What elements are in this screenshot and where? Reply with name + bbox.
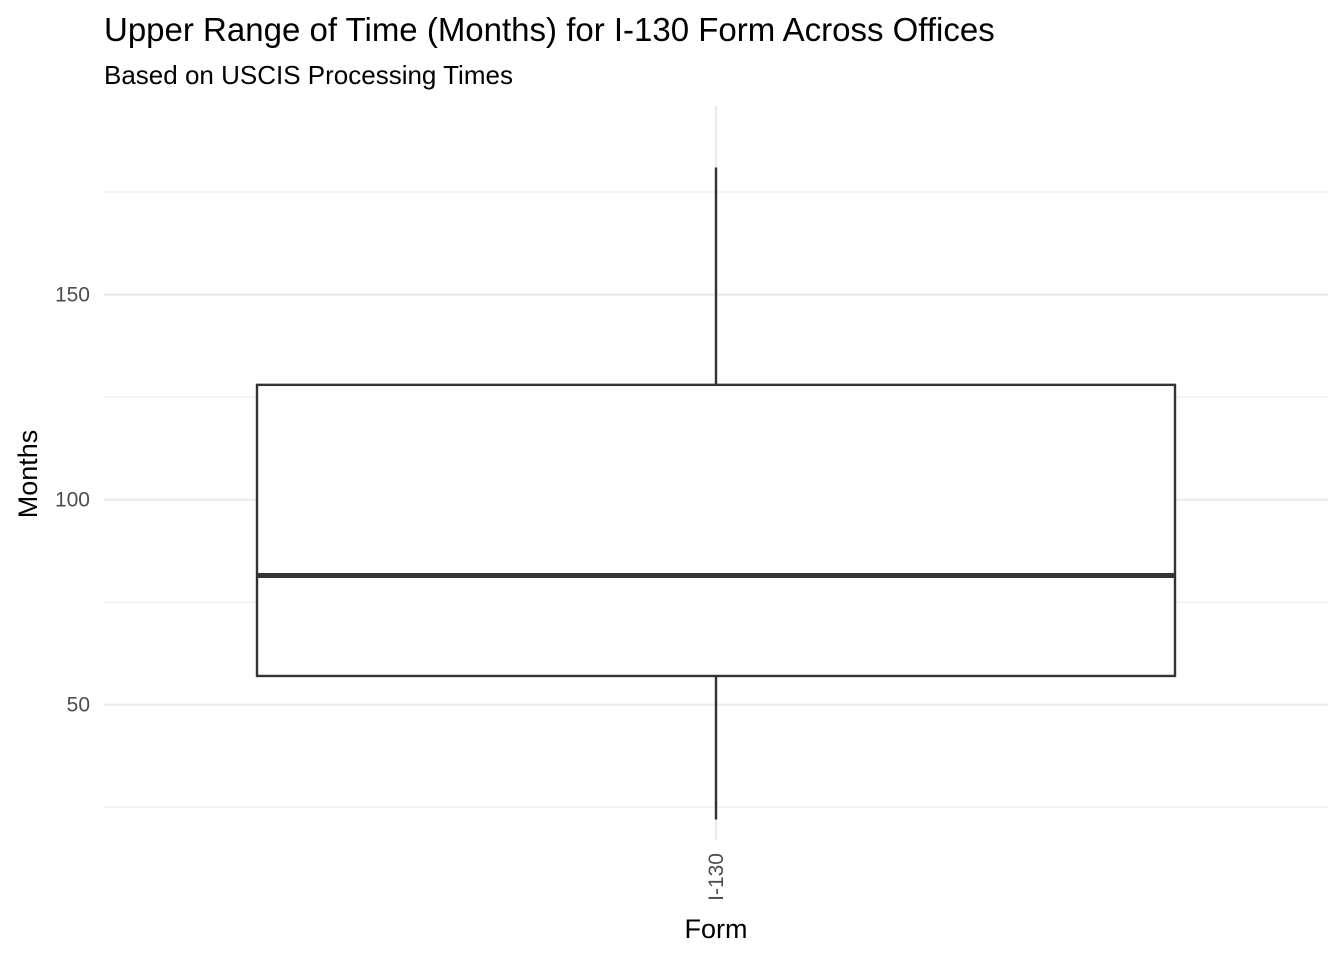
- iqr-box: [255, 383, 1177, 678]
- box-marks: [255, 167, 1177, 820]
- y-tick-label: 150: [55, 284, 90, 307]
- chart-title: Upper Range of Time (Months) for I-130 F…: [104, 11, 995, 48]
- y-tick-label: 100: [55, 489, 90, 512]
- x-axis-title: Form: [685, 914, 748, 944]
- y-axis-title: Months: [13, 430, 43, 519]
- tick-labels: 50 100 150 I-130: [55, 284, 728, 901]
- chart-subtitle: Based on USCIS Processing Times: [104, 60, 513, 90]
- x-tick-label: I-130: [705, 853, 728, 901]
- y-tick-label: 50: [67, 694, 90, 717]
